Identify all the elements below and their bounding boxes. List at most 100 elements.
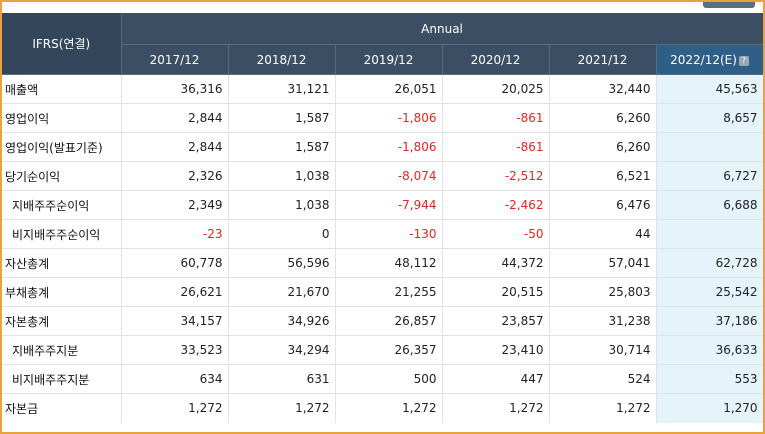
- value-cell: -1,806: [335, 132, 443, 162]
- row-label: 비지배주주순이익: [2, 219, 122, 249]
- table-row: 영업이익(발표기준) 2,844 1,587 -1,806 -861 6,260: [2, 132, 763, 162]
- value-cell: 26,051: [335, 74, 443, 104]
- row-label: 당기순이익: [2, 161, 122, 191]
- value-cell: 21,670: [228, 277, 336, 307]
- value-cell: 1,270: [656, 393, 763, 423]
- value-cell: 23,857: [442, 306, 550, 336]
- value-cell: 32,440: [549, 74, 657, 104]
- year-header-row: 2017/12 2018/12 2019/12 2020/12 2021/12 2022/…: [2, 44, 763, 75]
- table-row: 자산총계 60,778 56,596 48,112 44,372 57,041 62,728: [2, 248, 763, 278]
- value-cell: -130: [335, 219, 443, 249]
- value-cell: [656, 132, 763, 162]
- year-label: 2020/12: [470, 52, 521, 67]
- financial-table: IFRS(연결) Annual 2017/12 2018/12 2019/12 202…: [2, 13, 763, 423]
- row-label: 지배주주지분: [2, 335, 122, 365]
- value-cell: 45,563: [656, 74, 763, 104]
- value-cell: -1,806: [335, 103, 443, 133]
- row-label: 자본금: [2, 393, 122, 423]
- value-cell: 447: [442, 364, 550, 394]
- year-header-5: 2022/12(E)?: [656, 44, 763, 75]
- year-header-0: 2017/12: [121, 44, 229, 75]
- value-cell: 1,272: [335, 393, 443, 423]
- year-label: 2022/12(E): [670, 52, 737, 67]
- value-cell: 1,038: [228, 190, 336, 220]
- top-strip: [2, 2, 763, 13]
- value-cell: 8,657: [656, 103, 763, 133]
- value-cell: 25,542: [656, 277, 763, 307]
- year-label: 2019/12: [363, 52, 414, 67]
- value-cell: 34,926: [228, 306, 336, 336]
- value-cell: -861: [442, 132, 550, 162]
- value-cell: -7,944: [335, 190, 443, 220]
- value-cell: 2,844: [121, 132, 229, 162]
- value-cell: 524: [549, 364, 657, 394]
- table-row: 비지배주주순이익 -23 0 -130 -50 44: [2, 219, 763, 249]
- value-cell: 44,372: [442, 248, 550, 278]
- value-cell: 33,523: [121, 335, 229, 365]
- value-cell: 34,294: [228, 335, 336, 365]
- row-label: 지배주주순이익: [2, 190, 122, 220]
- year-header-3: 2020/12: [442, 44, 550, 75]
- row-label: 매출액: [2, 74, 122, 104]
- table-row: 지배주주순이익 2,349 1,038 -7,944 -2,462 6,476 6,688: [2, 190, 763, 220]
- value-cell: 1,038: [228, 161, 336, 191]
- value-cell: 1,587: [228, 132, 336, 162]
- row-label: 비지배주주지분: [2, 364, 122, 394]
- table-row: 자본금 1,272 1,272 1,272 1,272 1,272 1,270: [2, 393, 763, 423]
- row-label: 부채총계: [2, 277, 122, 307]
- value-cell: 36,633: [656, 335, 763, 365]
- value-cell: 6,521: [549, 161, 657, 191]
- value-cell: 500: [335, 364, 443, 394]
- row-label: 자본총계: [2, 306, 122, 336]
- value-cell: 20,025: [442, 74, 550, 104]
- value-cell: 634: [121, 364, 229, 394]
- value-cell: -23: [121, 219, 229, 249]
- year-label: 2021/12: [577, 52, 628, 67]
- value-cell: [656, 219, 763, 249]
- standard-label: IFRS(연결): [2, 13, 122, 75]
- value-cell: 6,260: [549, 132, 657, 162]
- value-cell: 21,255: [335, 277, 443, 307]
- value-cell: 60,778: [121, 248, 229, 278]
- value-cell: 2,844: [121, 103, 229, 133]
- year-header-2: 2019/12: [335, 44, 443, 75]
- help-question-icon[interactable]: ?: [738, 55, 749, 66]
- value-cell: 48,112: [335, 248, 443, 278]
- row-label: 영업이익: [2, 103, 122, 133]
- value-cell: 20,515: [442, 277, 550, 307]
- value-cell: 0: [228, 219, 336, 249]
- table-row: 영업이익 2,844 1,587 -1,806 -861 6,260 8,657: [2, 103, 763, 133]
- year-header-1: 2018/12: [228, 44, 336, 75]
- value-cell: -50: [442, 219, 550, 249]
- value-cell: 23,410: [442, 335, 550, 365]
- value-cell: -861: [442, 103, 550, 133]
- year-label: 2017/12: [149, 52, 200, 67]
- year-header-4: 2021/12: [549, 44, 657, 75]
- value-cell: 31,238: [549, 306, 657, 336]
- value-cell: -2,462: [442, 190, 550, 220]
- value-cell: -8,074: [335, 161, 443, 191]
- value-cell: 6,260: [549, 103, 657, 133]
- value-cell: 31,121: [228, 74, 336, 104]
- value-cell: 2,326: [121, 161, 229, 191]
- value-cell: 1,272: [228, 393, 336, 423]
- value-cell: 26,621: [121, 277, 229, 307]
- value-cell: 6,727: [656, 161, 763, 191]
- table-row: 지배주주지분 33,523 34,294 26,357 23,410 30,714 36,6…: [2, 335, 763, 365]
- value-cell: 1,272: [442, 393, 550, 423]
- toolbar-button-fragment[interactable]: [703, 2, 755, 8]
- value-cell: 26,857: [335, 306, 443, 336]
- value-cell: 36,316: [121, 74, 229, 104]
- value-cell: 1,587: [228, 103, 336, 133]
- row-label: 영업이익(발표기준): [2, 132, 122, 162]
- table-row: 당기순이익 2,326 1,038 -8,074 -2,512 6,521 6,727: [2, 161, 763, 191]
- value-cell: 26,357: [335, 335, 443, 365]
- value-cell: 2,349: [121, 190, 229, 220]
- value-cell: 62,728: [656, 248, 763, 278]
- value-cell: 553: [656, 364, 763, 394]
- value-cell: 6,688: [656, 190, 763, 220]
- annual-group-label: Annual: [121, 13, 763, 45]
- value-cell: 37,186: [656, 306, 763, 336]
- value-cell: 44: [549, 219, 657, 249]
